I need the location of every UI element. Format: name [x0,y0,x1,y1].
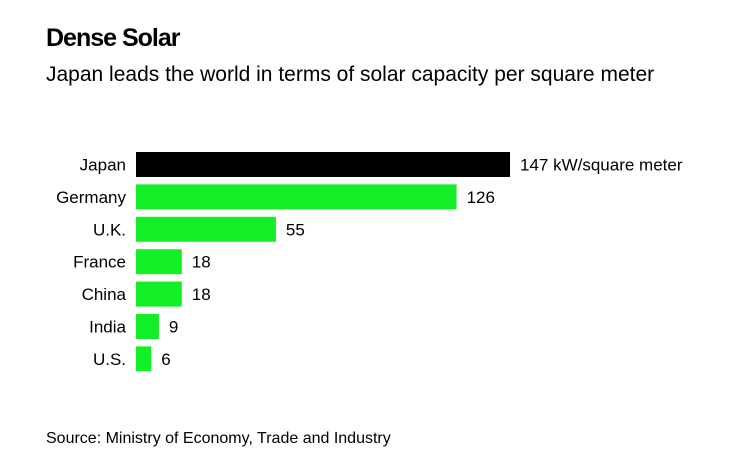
value-label: 9 [169,318,178,337]
category-label: U.K. [93,220,126,239]
value-label: 18 [192,253,211,272]
chart-title: Dense Solar [46,24,181,52]
category-label: U.S. [93,350,126,369]
chart-subtitle: Japan leads the world in terms of solar … [46,63,655,86]
category-label: India [89,318,126,337]
bar-uk [136,216,276,242]
value-label: 147 kW/square meter [520,156,683,175]
value-label: 18 [192,285,211,304]
bar-china [136,281,182,307]
bar-germany [136,184,457,210]
bar-india [136,314,159,339]
value-label: 6 [161,350,170,369]
value-label: 55 [286,220,305,239]
value-label: 126 [467,188,495,207]
category-label: France [73,253,126,272]
bar-us [136,346,152,372]
source-note: Source: Ministry of Economy, Trade and I… [46,430,391,447]
bar-france [136,249,182,275]
category-label: Japan [80,156,126,175]
category-label: China [82,285,127,304]
bar-japan [136,152,510,177]
category-label: Germany [56,188,126,207]
